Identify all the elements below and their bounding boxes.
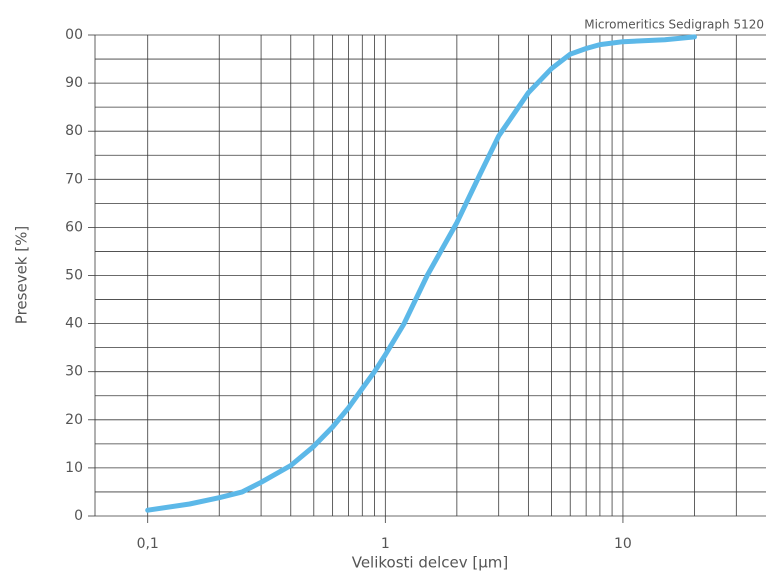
- y-tick-label: 10: [65, 460, 83, 476]
- y-tick-label: 80: [65, 123, 83, 139]
- y-tick-label: 70: [65, 171, 83, 187]
- x-tick-label: 0,1: [137, 536, 159, 552]
- y-tick-label: 60: [65, 219, 83, 235]
- y-tick-label: 90: [65, 75, 83, 91]
- y-tick-label: 30: [65, 364, 83, 380]
- x-tick-label: 1: [381, 536, 390, 552]
- y-axis-label: Presevek [%]: [13, 226, 31, 324]
- y-tick-label: 00: [65, 27, 83, 43]
- y-tick-label: 40: [65, 316, 83, 332]
- x-tick-label: 10: [614, 536, 632, 552]
- data-line: [145, 34, 697, 513]
- annotation: Micromeritics Sedigraph 5120: [584, 18, 764, 32]
- x-axis-label: Velikosti delcev [μm]: [352, 554, 509, 572]
- y-tick-label: 50: [65, 268, 83, 284]
- y-tick-label: 0: [74, 508, 83, 524]
- y-tick-label: 20: [65, 412, 83, 428]
